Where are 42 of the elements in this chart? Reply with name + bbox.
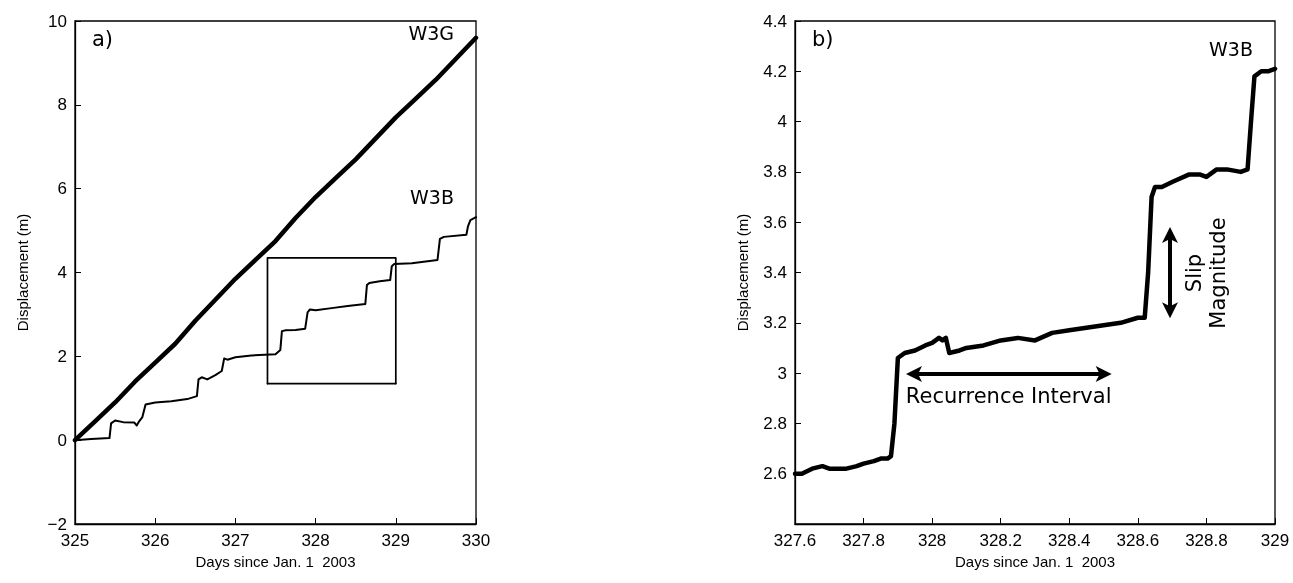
x-tick-label: 328.6 [1116,531,1160,550]
x-tick-label: 328 [917,531,947,550]
x-tick-label: 328.2 [979,531,1022,550]
x-tick-label: 327.6 [773,531,817,550]
y-tick-label: 4.4 [763,11,787,31]
x-tick-label: 330 [461,531,491,550]
y-tick-label: 0 [57,430,67,450]
x-tick-label: 326 [141,531,170,550]
x-tick-label: 328 [301,531,330,550]
y-tick-label: −2 [47,514,67,534]
x-tick-label: 325 [60,531,90,550]
annotation: Slip Magnitude [1182,216,1231,329]
chart-title: b) [812,26,834,51]
x-tick-label: 327 [221,531,250,550]
x-tick-label: 329 [1260,531,1290,550]
x-tick-label: 328.8 [1185,531,1228,550]
y-tick-label: 4 [57,263,67,282]
annotation: Recurrence Interval [905,384,1112,409]
y-tick-label: 10 [48,11,67,31]
y-tick-label: 2.8 [763,413,787,433]
y-tick-label: 3.6 [763,212,787,232]
series-label: W3B [410,186,454,209]
x-axis-title: Days since Jan. 1 2003 [954,553,1116,570]
x-tick-label: 329 [381,531,410,550]
x-tick-label: 328.4 [1048,531,1091,550]
x-tick-label: 327.8 [842,531,885,550]
x-axis-title: Days since Jan. 1 2003 [195,553,356,570]
y-tick-label: 3.4 [763,263,787,282]
y-tick-label: 6 [57,179,67,199]
y-tick-label: 3 [777,363,787,383]
y-tick-label: 8 [57,95,67,115]
y-axis-title: Displacement (m) [734,213,751,332]
series-label: W3G [408,22,454,44]
chart-title: a) [92,26,114,51]
y-tick-label: 4.2 [763,61,787,81]
y-tick-label: 2 [57,346,67,366]
y-tick-label: 3.8 [763,162,787,182]
y-tick-label: 3.2 [763,313,787,333]
y-tick-label: 4 [777,112,787,132]
series-label: W3B [1209,37,1253,60]
y-axis-title: Displacement (m) [14,213,31,332]
y-tick-label: 2.6 [763,464,787,484]
